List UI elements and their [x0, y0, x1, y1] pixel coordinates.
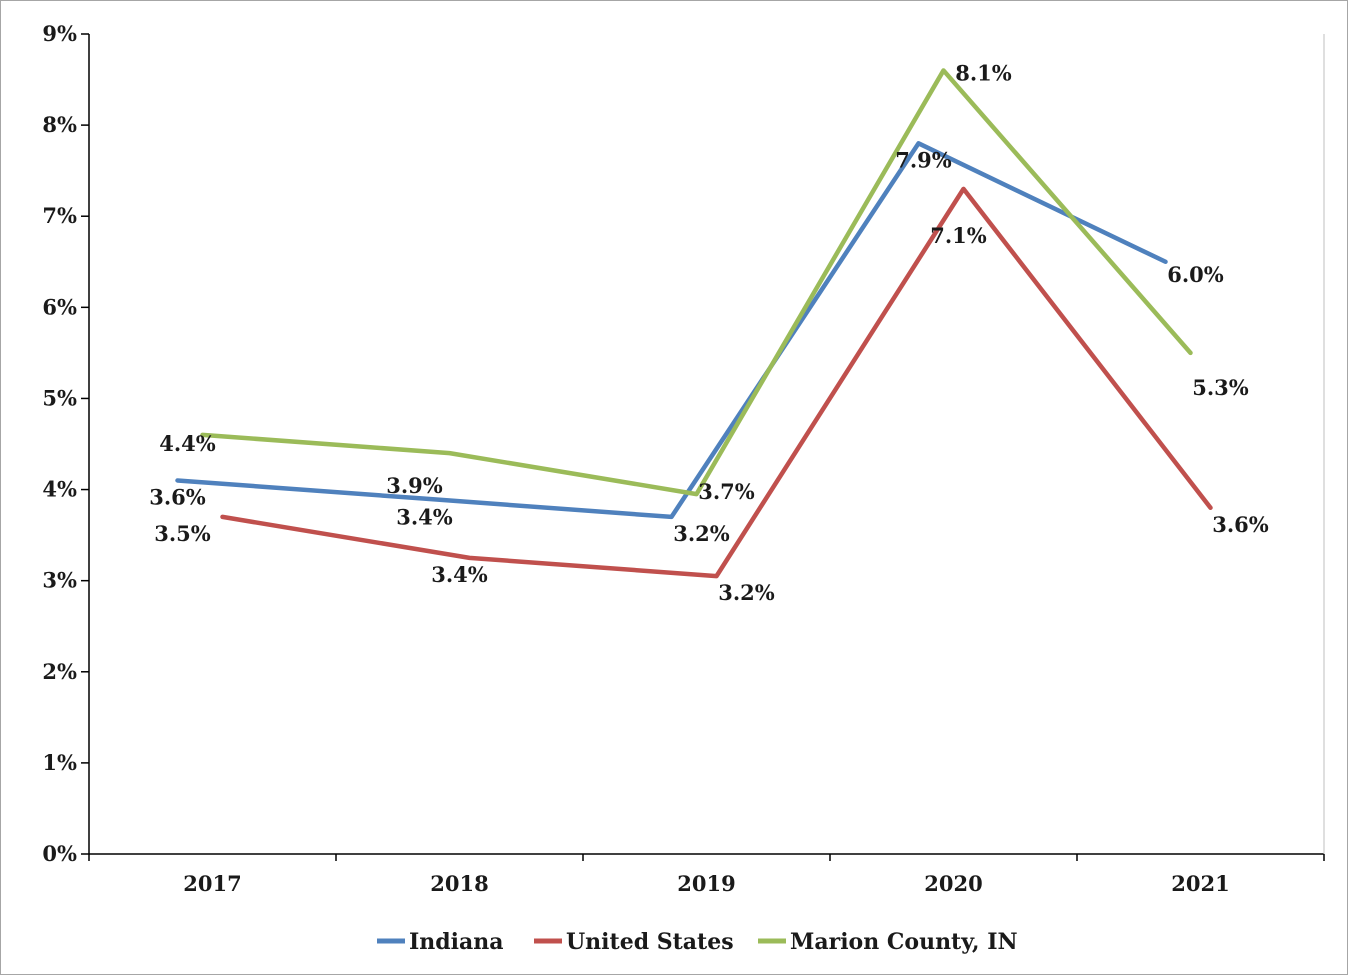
legend-label: United States — [566, 929, 734, 955]
data-label: 3.2% — [718, 580, 775, 605]
y-tick-label: 3% — [42, 568, 77, 593]
data-label: 3.9% — [386, 473, 443, 498]
x-tick-label: 2019 — [677, 871, 735, 896]
x-tick-label: 2018 — [430, 871, 488, 896]
data-label: 7.1% — [930, 223, 987, 248]
series-line-indiana — [175, 141, 1168, 520]
data-label: 3.7% — [698, 479, 755, 504]
data-label: 3.5% — [154, 521, 211, 546]
data-label: 7.9% — [895, 147, 952, 172]
y-tick-label: 0% — [42, 841, 77, 866]
data-label: 3.6% — [1212, 512, 1269, 537]
data-label: 4.4% — [159, 431, 216, 456]
data-label: 6.0% — [1167, 262, 1224, 287]
data-label: 3.4% — [396, 505, 453, 530]
y-tick-label: 8% — [42, 112, 77, 137]
y-tick-label: 5% — [42, 385, 77, 410]
legend-label: Marion County, IN — [790, 929, 1018, 955]
data-label: 3.4% — [431, 562, 488, 587]
series-line-marion-county-in — [200, 68, 1193, 497]
y-tick-label: 4% — [42, 477, 77, 502]
x-tick-label: 2020 — [924, 871, 982, 896]
data-label: 3.2% — [673, 521, 730, 546]
data-label: 5.3% — [1192, 375, 1249, 400]
x-tick-label: 2021 — [1171, 871, 1229, 896]
data-label: 3.6% — [149, 484, 206, 509]
y-tick-label: 7% — [42, 203, 77, 228]
series-line-united-states — [220, 186, 1213, 579]
y-tick-label: 1% — [42, 750, 77, 775]
legend-label: Indiana — [409, 929, 504, 955]
y-tick-label: 9% — [42, 21, 77, 46]
data-label: 8.1% — [955, 60, 1012, 85]
x-tick-label: 2017 — [183, 871, 241, 896]
y-tick-label: 2% — [42, 659, 77, 684]
y-tick-label: 6% — [42, 294, 77, 319]
